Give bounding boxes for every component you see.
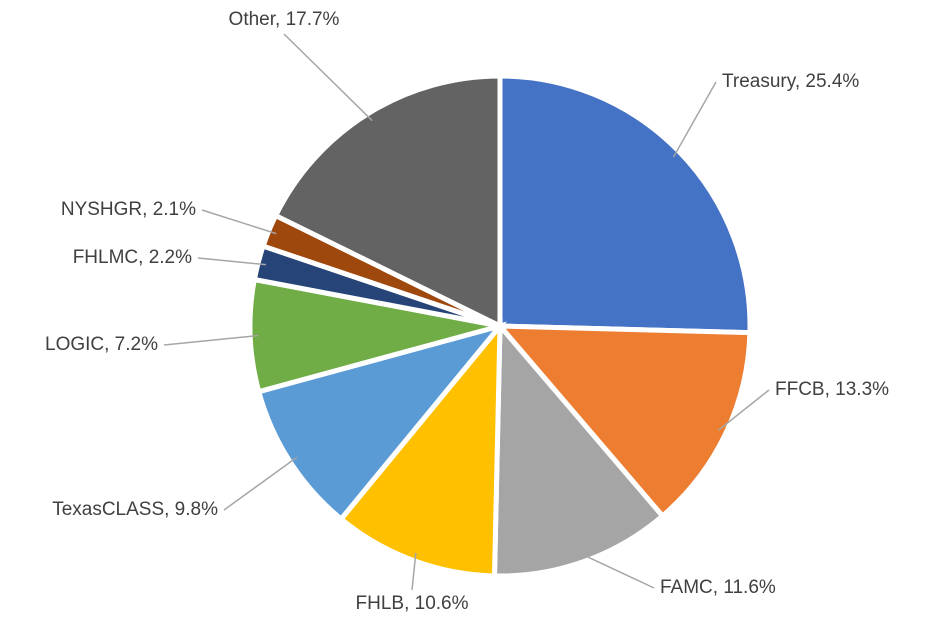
pie-slice <box>494 323 753 520</box>
slice-label: Treasury, 25.4% <box>722 71 859 92</box>
slice-label: FAMC, 11.6% <box>660 577 776 598</box>
pie-slice <box>272 73 503 331</box>
leader-line <box>163 334 259 346</box>
leader-line <box>197 257 266 266</box>
slice-label: TexasCLASS, 9.8% <box>52 499 218 520</box>
leader-line <box>411 552 417 591</box>
slice-label: FHLMC, 2.2% <box>73 247 192 268</box>
pie-slice <box>337 318 503 579</box>
pie-slice <box>491 319 667 579</box>
leader-line <box>201 209 277 235</box>
leader-line <box>672 81 717 158</box>
slice-label: FFCB, 13.3% <box>775 379 889 400</box>
leader-line <box>223 456 298 511</box>
leader-line <box>283 33 373 122</box>
slice-label: LOGIC, 7.2% <box>45 334 158 355</box>
slice-label: NYSHGR, 2.1% <box>61 199 196 220</box>
pie-slice <box>497 73 753 336</box>
leader-line <box>717 389 770 431</box>
slice-label: Other, 17.7% <box>229 9 340 30</box>
slice-label: FHLB, 10.6% <box>356 593 469 614</box>
leader-line <box>581 553 655 589</box>
